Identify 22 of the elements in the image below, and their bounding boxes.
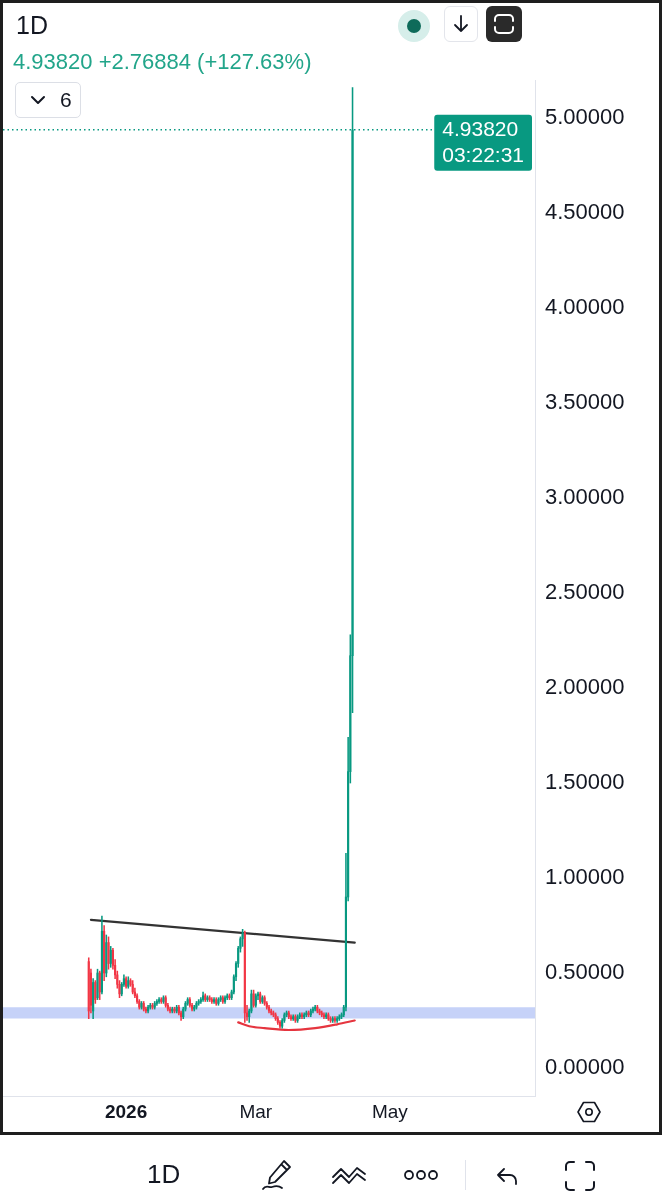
chart-subtitle: 4.93820 +2.76884 (+127.63%) [13,49,312,75]
y-tick-label: 4.50000 [545,199,625,225]
annotation: 03:22:31 [442,142,525,166]
line-series [237,1019,356,1032]
y-tick-label: 1.00000 [545,864,625,890]
y-tick-label: 0.50000 [545,959,625,985]
y-tick-label: 0.00000 [545,1054,625,1080]
chart-title: 1D [16,10,48,40]
y-tick-label: 3.50000 [545,389,625,415]
x-tick-label: 2026 [104,1101,148,1123]
y-tick-label: 5.00000 [545,104,625,130]
x-tick-label: Mar [239,1101,273,1123]
ref-line-label: 4.93820 [442,116,519,140]
text: 1D [147,1158,181,1190]
y-tick-label: 4.00000 [545,294,625,320]
annotation: 6 [60,88,72,112]
x-tick-label: May [371,1101,409,1123]
y-tick-label: 3.00000 [545,484,625,510]
indicator-toggle: 6 [15,82,81,118]
y-tick-label: 2.50000 [545,579,625,605]
y-tick-label: 2.00000 [545,674,625,700]
y-tick-label: 1.50000 [545,769,625,795]
